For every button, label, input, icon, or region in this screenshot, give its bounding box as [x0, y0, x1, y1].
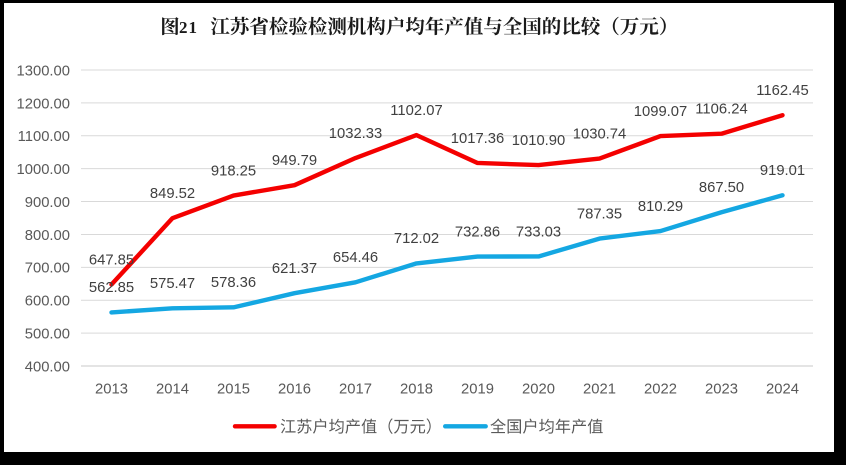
svg-text:900.00: 900.00: [25, 195, 70, 211]
svg-text:1099.07: 1099.07: [634, 104, 688, 120]
svg-text:1102.07: 1102.07: [390, 103, 442, 119]
svg-text:918.25: 918.25: [211, 163, 256, 179]
svg-text:2014: 2014: [156, 382, 189, 398]
svg-text:787.35: 787.35: [577, 206, 622, 222]
svg-text:654.46: 654.46: [333, 250, 378, 266]
svg-text:2021: 2021: [583, 382, 616, 398]
svg-text:712.02: 712.02: [394, 231, 439, 247]
svg-text:800.00: 800.00: [25, 228, 70, 244]
svg-text:2013: 2013: [95, 382, 128, 398]
svg-text:700.00: 700.00: [25, 261, 70, 277]
svg-text:732.86: 732.86: [455, 224, 500, 240]
svg-text:2020: 2020: [522, 382, 555, 398]
svg-text:949.79: 949.79: [272, 153, 317, 169]
svg-text:2015: 2015: [217, 382, 250, 398]
svg-text:1017.36: 1017.36: [451, 131, 505, 147]
svg-text:562.85: 562.85: [89, 280, 134, 296]
svg-text:1200.00: 1200.00: [17, 96, 71, 112]
svg-text:1106.24: 1106.24: [695, 102, 747, 118]
svg-text:21: 21: [179, 18, 198, 37]
svg-text:600.00: 600.00: [25, 294, 70, 310]
svg-text:1100.00: 1100.00: [18, 129, 70, 145]
svg-text:867.50: 867.50: [699, 180, 744, 196]
svg-text:810.29: 810.29: [638, 199, 683, 215]
svg-text:621.37: 621.37: [272, 261, 317, 277]
svg-text:1162.45: 1162.45: [756, 83, 808, 99]
svg-text:2016: 2016: [278, 382, 311, 398]
svg-text:849.52: 849.52: [150, 186, 195, 202]
svg-text:1300.00: 1300.00: [17, 63, 71, 79]
svg-text:2017: 2017: [339, 382, 372, 398]
svg-text:1000.00: 1000.00: [17, 162, 71, 178]
svg-text:733.03: 733.03: [516, 224, 561, 240]
svg-text:1030.74: 1030.74: [573, 126, 627, 142]
svg-text:578.36: 578.36: [211, 275, 256, 291]
svg-text:400.00: 400.00: [25, 359, 70, 375]
svg-text:2018: 2018: [400, 382, 433, 398]
svg-text:2023: 2023: [705, 382, 738, 398]
svg-text:1032.33: 1032.33: [329, 126, 383, 142]
svg-text:2022: 2022: [644, 382, 677, 398]
svg-text:647.85: 647.85: [89, 252, 134, 268]
svg-text:575.47: 575.47: [150, 276, 195, 292]
svg-text:2019: 2019: [461, 382, 494, 398]
svg-text:500.00: 500.00: [25, 327, 70, 343]
svg-text:1010.90: 1010.90: [512, 133, 566, 149]
svg-text:2024: 2024: [766, 382, 799, 398]
svg-text:919.01: 919.01: [760, 163, 805, 179]
